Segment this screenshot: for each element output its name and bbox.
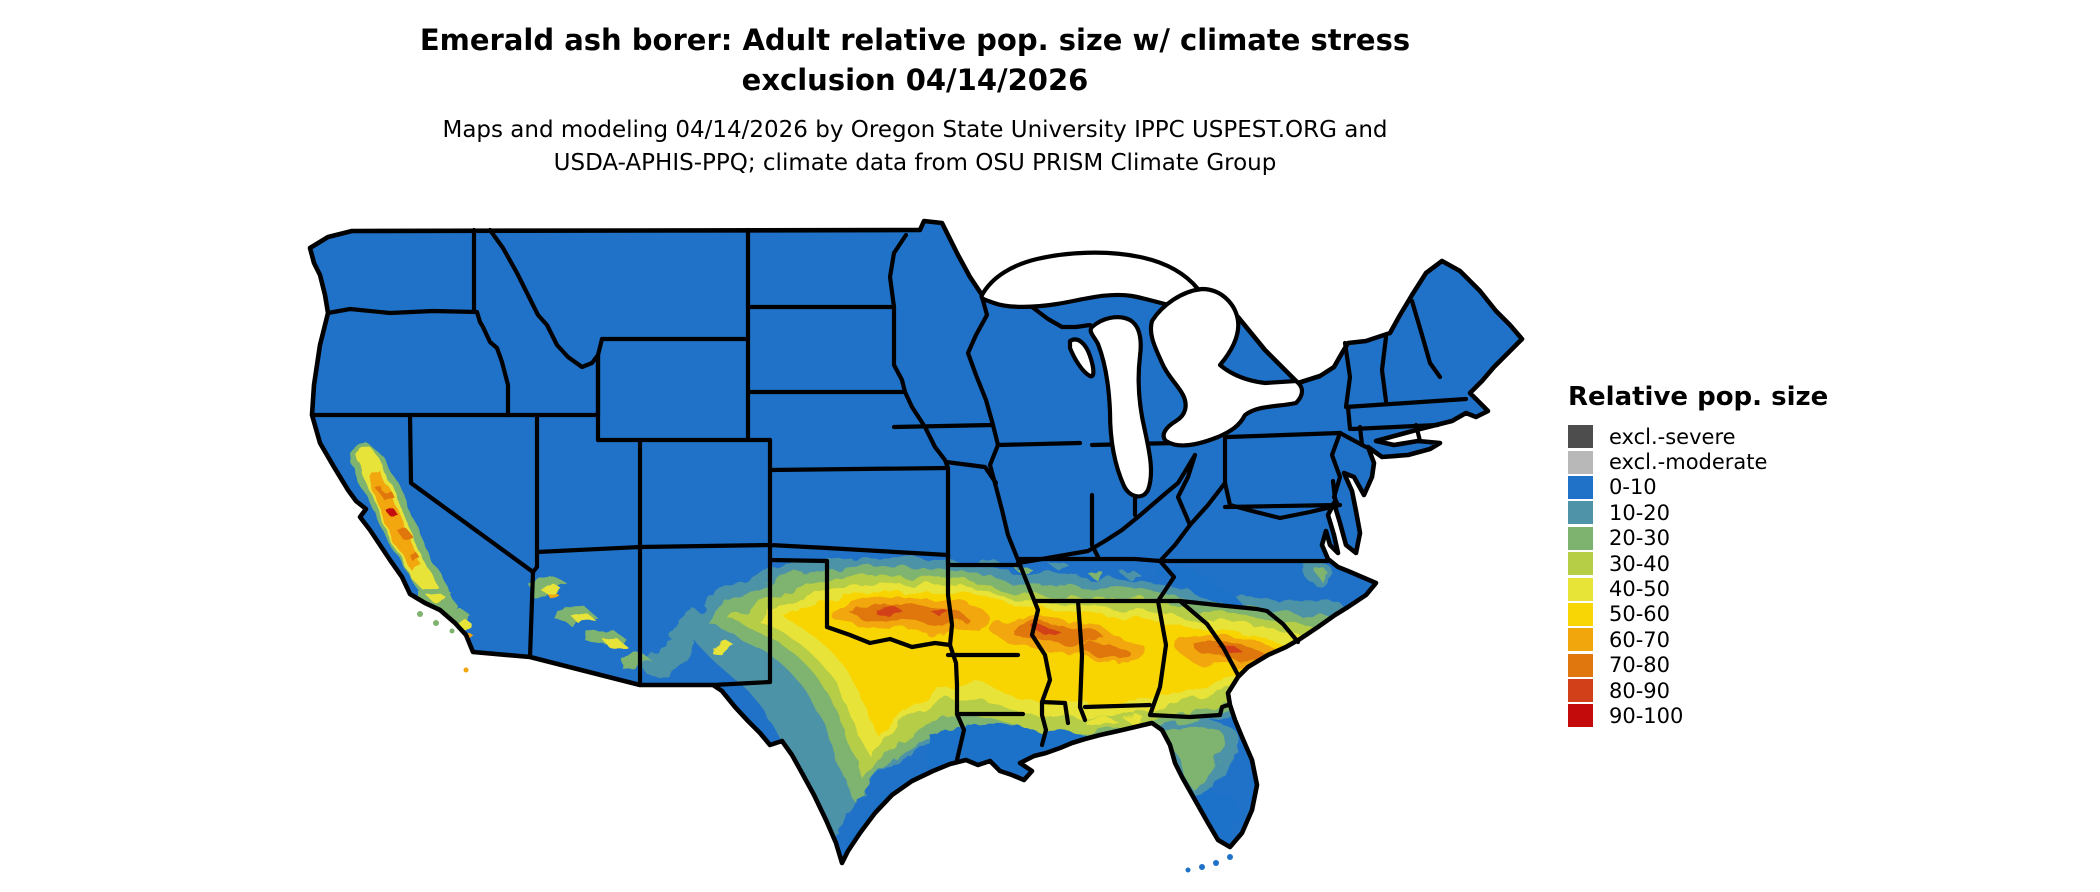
legend-label: 30-40 [1609,551,1671,576]
legend-swatch [1568,425,1593,449]
title-block: Emerald ash borer: Adult relative pop. s… [290,20,1540,181]
title-line-2: exclusion 04/14/2026 [741,63,1089,98]
lake-huron-erie-ontario [1148,286,1305,448]
legend-label: excl.-severe [1609,424,1736,449]
legend-row: 90-100 [1568,703,1828,728]
lake-michigan [1088,315,1154,499]
great-lakes [979,250,1305,499]
legend-swatch [1568,704,1593,728]
legend-row: 80-90 [1568,678,1828,703]
legend-row: excl.-severe [1568,424,1828,449]
channel-islands [417,611,469,673]
page-title: Emerald ash borer: Adult relative pop. s… [290,20,1540,100]
legend-swatch [1568,552,1593,576]
page-subtitle: Maps and modeling 04/14/2026 by Oregon S… [290,114,1540,181]
legend-label: excl.-moderate [1609,450,1768,475]
legend-label: 10-20 [1609,500,1671,525]
legend-swatch [1568,475,1593,499]
us-map-container [290,215,1530,887]
legend-swatch [1568,679,1593,703]
legend-label: 90-100 [1609,703,1684,728]
legend-label: 50-60 [1609,602,1671,627]
legend-row: 40-50 [1568,576,1828,601]
legend-rows: excl.-severe excl.-moderate 0-10 10-20 2… [1568,424,1828,729]
legend-label: 0-10 [1609,475,1657,500]
legend-row: 20-30 [1568,526,1828,551]
legend-row: 50-60 [1568,602,1828,627]
legend-label: 20-30 [1609,526,1671,551]
legend-label: 60-70 [1609,627,1671,652]
legend-swatch [1568,450,1593,474]
legend-row: 60-70 [1568,627,1828,652]
legend: Relative pop. size excl.-severe excl.-mo… [1568,382,1828,729]
legend-swatch [1568,602,1593,626]
legend-swatch [1568,628,1593,652]
us-map [290,215,1530,873]
legend-row: excl.-moderate [1568,449,1828,474]
legend-label: 40-50 [1609,577,1671,602]
florida-keys [1185,854,1233,873]
subtitle-line-1: Maps and modeling 04/14/2026 by Oregon S… [442,117,1388,144]
legend-label: 80-90 [1609,678,1671,703]
legend-swatch [1568,653,1593,677]
legend-swatch [1568,577,1593,601]
subtitle-line-2: USDA-APHIS-PPQ; climate data from OSU PR… [553,150,1277,177]
legend-swatch [1568,526,1593,550]
legend-swatch [1568,501,1593,525]
legend-row: 70-80 [1568,653,1828,678]
green-bay [1067,337,1096,379]
title-line-1: Emerald ash borer: Adult relative pop. s… [419,23,1411,57]
legend-row: 10-20 [1568,500,1828,525]
state-borders [309,227,1469,763]
legend-title: Relative pop. size [1568,382,1829,412]
legend-label: 70-80 [1609,653,1671,678]
legend-row: 30-40 [1568,551,1828,576]
legend-row: 0-10 [1568,475,1828,500]
